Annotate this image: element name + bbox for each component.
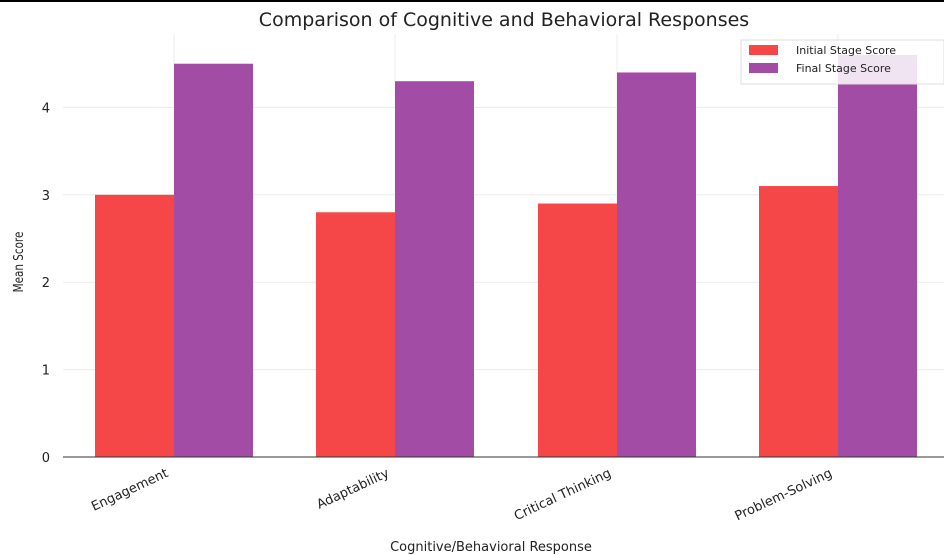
- x-category-label: Critical Thinking: [512, 466, 614, 524]
- y-tick-label: 2: [42, 276, 50, 291]
- y-tick-labels: 0 1 2 3 4: [42, 101, 50, 466]
- x-category-labels: Engagement Adaptability Critical Thinking P…: [89, 466, 834, 524]
- legend-swatch: [749, 63, 778, 73]
- bar-final-engagement: [174, 63, 253, 457]
- bar-initial-engagement: [95, 194, 174, 457]
- x-category-label: Engagement: [89, 466, 170, 515]
- bar-final-adaptability: [395, 81, 474, 457]
- x-axis-label: Cognitive/Behavioral Response: [390, 540, 592, 555]
- bar-initial-adaptability: [316, 212, 395, 457]
- legend-label: Final Stage Score: [796, 62, 891, 75]
- bar-initial-critical-thinking: [538, 203, 617, 457]
- legend-swatch: [749, 45, 778, 55]
- legend: Initial Stage Score Final Stage Score: [740, 39, 944, 85]
- y-tick-label: 0: [42, 451, 50, 466]
- y-axis-label: Mean Score: [11, 232, 26, 293]
- bar-initial-problem-solving: [759, 186, 838, 457]
- chart-title: Comparison of Cognitive and Behavioral R…: [259, 9, 749, 31]
- y-tick-label: 3: [42, 189, 50, 204]
- y-tick-label: 1: [42, 364, 50, 379]
- bar-final-critical-thinking: [617, 72, 696, 458]
- top-border-line: [0, 0, 944, 2]
- bar-final-problem-solving: [838, 54, 917, 457]
- bars-group: [95, 54, 917, 458]
- x-category-label: Adaptability: [315, 466, 392, 513]
- y-tick-label: 4: [42, 101, 50, 116]
- legend-label: Initial Stage Score: [796, 44, 896, 57]
- x-category-label: Problem-Solving: [733, 466, 835, 524]
